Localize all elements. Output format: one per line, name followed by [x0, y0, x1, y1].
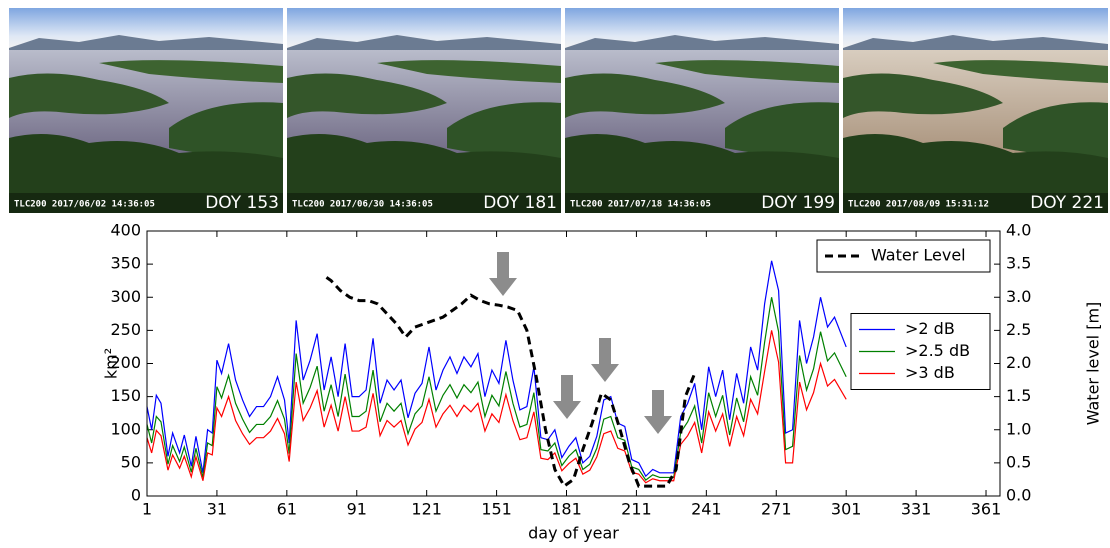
y2-tick-label: 0.5: [1006, 452, 1031, 471]
island: [933, 60, 1108, 83]
caption-bar: [565, 193, 839, 213]
chart: 1 31 61 91 121 151 181 211 241 271 301 331 361 0 50 100…: [102, 221, 1103, 543]
water-level-line: [325, 276, 697, 489]
mountains: [9, 35, 283, 53]
x-tick-label: 241: [691, 500, 722, 519]
legend-label: Water Level: [871, 246, 966, 265]
y2-tick-label: 2.0: [1006, 353, 1031, 372]
y2-tick-label: 3.0: [1006, 287, 1031, 306]
forest: [9, 134, 283, 213]
mountains: [565, 35, 839, 53]
x-tick-label: 1: [142, 500, 152, 519]
photo: TLC200 2017/06/02 14:36:05 DOY 153: [9, 8, 283, 213]
photo-stamp: TLC200 2017/08/09 15:31:12: [848, 200, 989, 210]
y2-tick-label: 2.5: [1006, 320, 1031, 339]
island: [169, 102, 283, 158]
arrow: [644, 390, 672, 434]
y-tick-label: 150: [110, 386, 141, 405]
island: [655, 60, 839, 83]
caption-bar: [9, 193, 283, 213]
forest: [843, 134, 1108, 213]
photo-label: DOY 153: [205, 193, 279, 213]
island: [377, 60, 561, 83]
island: [99, 60, 283, 83]
x-tick-label: 211: [621, 500, 652, 519]
x-tick-label: 271: [761, 500, 792, 519]
legend-label: >3 dB: [905, 363, 955, 382]
x-tick-label: 331: [901, 500, 932, 519]
x-tick-label: 61: [277, 500, 297, 519]
photo: TLC200 2017/08/09 15:31:12 DOY 221: [843, 8, 1108, 213]
x-tick-label: 31: [207, 500, 227, 519]
mountains: [287, 35, 561, 53]
photo-stamp: TLC200 2017/06/30 14:36:05: [292, 200, 433, 210]
island: [1003, 102, 1108, 158]
photo: TLC200 2017/07/18 14:36:05 DOY 199: [565, 8, 839, 213]
y2-tick-label: 4.0: [1006, 221, 1031, 240]
forest: [287, 134, 561, 213]
y2-tick-label: 1.5: [1006, 386, 1031, 405]
photo: TLC200 2017/06/30 14:36:05 DOY 181: [287, 8, 561, 213]
photo-label: DOY 221: [1030, 193, 1104, 213]
plot-frame: [146, 230, 1001, 497]
island: [725, 102, 839, 158]
island: [565, 73, 725, 118]
photo-label: DOY 199: [761, 193, 835, 213]
forest: [565, 134, 839, 213]
x-tick-label: 181: [551, 500, 582, 519]
photo-stamp: TLC200 2017/07/18 14:36:05: [570, 200, 711, 210]
y2-axis-label: Water level [m]: [1084, 302, 1103, 426]
x-tick-label: 301: [831, 500, 862, 519]
series-line: [146, 297, 847, 481]
photo-strip: TLC200 2017/06/02 14:36:05 DOY 153 TLC200 …: [9, 8, 1108, 213]
x-tick-label: 121: [411, 500, 442, 519]
y-tick-label: 400: [110, 221, 141, 240]
arrow: [553, 375, 581, 419]
y2-tick-label: 1.0: [1006, 419, 1031, 438]
y-tick-label: 250: [110, 320, 141, 339]
y-tick-label: 350: [110, 254, 141, 273]
x-axis-label: day of year: [528, 524, 619, 543]
y-axis-label: km²: [102, 348, 121, 379]
legend-label: >2 dB: [905, 319, 955, 338]
photo-stamp: TLC200 2017/06/02 14:36:05: [14, 200, 155, 210]
x-tick-label: 361: [971, 500, 1002, 519]
y2-tick-label: 0.0: [1006, 486, 1031, 505]
caption-bar: [287, 193, 561, 213]
y-tick-label: 300: [110, 287, 141, 306]
island: [9, 73, 169, 118]
arrow: [591, 338, 619, 382]
island: [447, 102, 561, 158]
y2-tick-label: 3.5: [1006, 254, 1031, 273]
island: [843, 73, 1003, 118]
x-tick-label: 151: [481, 500, 512, 519]
photo-label: DOY 181: [483, 193, 557, 213]
island: [287, 73, 447, 118]
series-line: [146, 260, 847, 478]
y-tick-label: 200: [110, 353, 141, 372]
arrow: [489, 252, 517, 296]
series-line: [146, 330, 847, 484]
x-tick-label: 91: [347, 500, 367, 519]
y-tick-label: 50: [121, 452, 141, 471]
legend-label: >2.5 dB: [905, 341, 970, 360]
caption-bar: [843, 193, 1108, 213]
mountains: [843, 35, 1108, 53]
y-tick-label: 0: [131, 486, 141, 505]
y-tick-label: 100: [110, 419, 141, 438]
